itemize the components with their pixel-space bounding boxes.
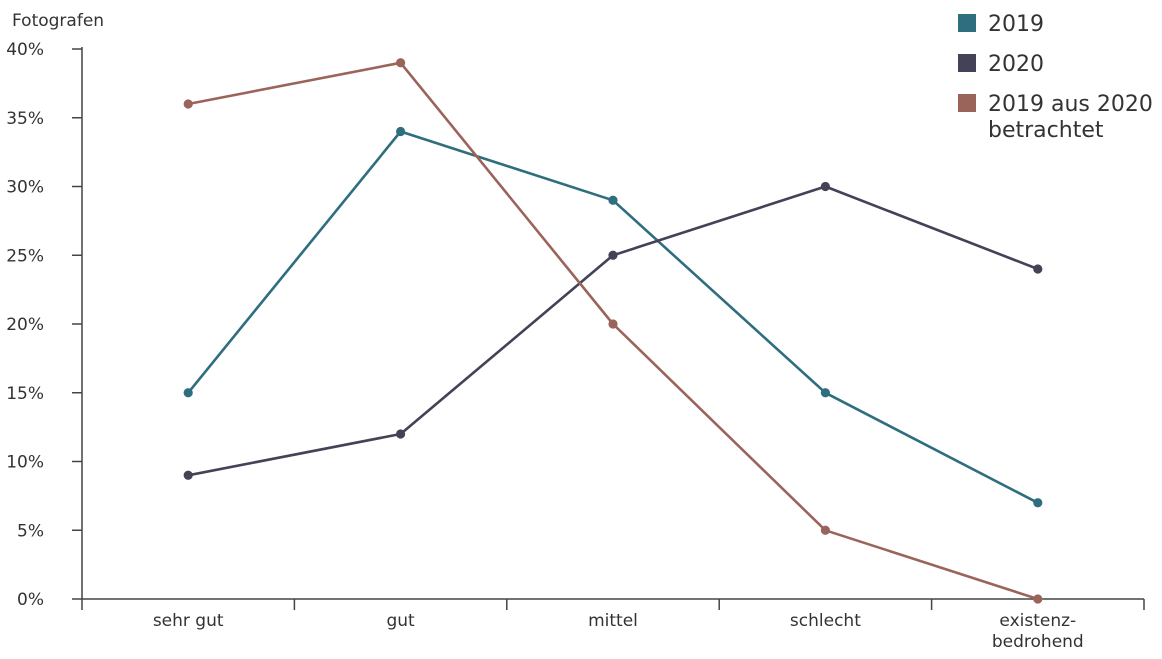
legend-item: 2019 aus 2020 betrachtet: [958, 92, 1153, 143]
data-point: [183, 388, 193, 398]
legend-swatch: [958, 14, 976, 32]
legend-label: 2020: [988, 52, 1044, 77]
series-layer: [183, 58, 1043, 604]
series-line: [187, 61, 1039, 601]
data-point: [1033, 594, 1043, 604]
series-1: [183, 126, 1043, 508]
y-tick-label: 25%: [6, 246, 44, 266]
data-point: [396, 126, 406, 137]
data-point: [396, 429, 406, 439]
series-line: [187, 185, 1039, 477]
y-tick-label: 20%: [6, 315, 44, 335]
x-tick-label: sehr gut: [153, 611, 224, 631]
legend-label: 2019 aus 2020 betrachtet: [988, 92, 1153, 143]
y-tick-label: 30%: [6, 178, 44, 198]
data-point: [608, 195, 618, 205]
y-tick-label: 40%: [6, 40, 44, 60]
x-tick-label: existenz-bedrohend: [992, 611, 1084, 652]
y-tick-label: 15%: [6, 384, 44, 404]
x-tick-label: gut: [386, 611, 415, 631]
series-2: [183, 181, 1043, 480]
x-tick-label: schlecht: [790, 611, 861, 631]
x-tick-label: mittel: [588, 611, 638, 631]
data-point: [1033, 264, 1043, 274]
data-point: [820, 181, 831, 192]
data-point: [183, 470, 193, 480]
data-point: [1033, 498, 1043, 508]
legend-swatch: [958, 94, 976, 112]
data-point: [396, 58, 406, 68]
x-axis: sehr gut gut mittel schlecht existenz-bedroh…: [81, 598, 1145, 652]
y-tick-label: 10%: [6, 453, 44, 473]
y-tick-label: 35%: [6, 109, 44, 129]
data-point: [820, 388, 831, 398]
series-line: [187, 130, 1039, 504]
legend-item: 2019: [958, 12, 1044, 37]
data-point: [820, 525, 831, 535]
y-axis-title: Fotografen: [12, 11, 104, 31]
data-point: [183, 99, 193, 109]
legend-label: 2019: [988, 12, 1044, 37]
series-3: [183, 58, 1043, 604]
legend: 2019 2020 2019 aus 2020 betrachtet: [958, 12, 1153, 143]
data-point: [608, 319, 618, 329]
data-point: [608, 250, 618, 260]
y-tick-label: 0%: [17, 590, 44, 610]
y-tick-label: 5%: [17, 521, 44, 541]
legend-item: 2020: [958, 52, 1044, 77]
y-axis: 0% 5% 10% 15% 20% 25% 30% 35% 40%: [6, 40, 83, 610]
legend-swatch: [958, 54, 976, 72]
